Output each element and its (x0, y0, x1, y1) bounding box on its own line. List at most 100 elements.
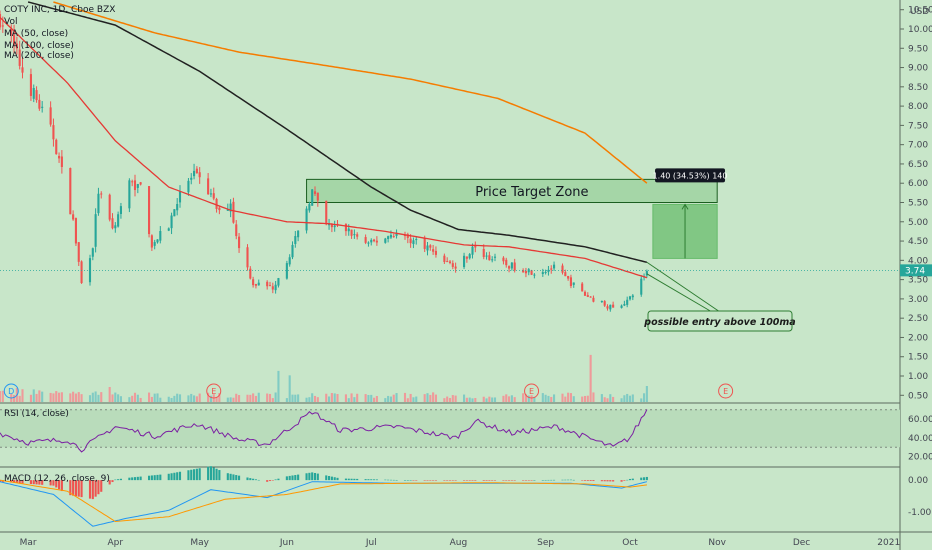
price-tick-label: 9.00 (908, 64, 928, 74)
macd-histogram-bar (600, 480, 603, 482)
macd-histogram-bar (131, 477, 134, 481)
volume-bar (277, 370, 280, 402)
volume-bar (246, 394, 249, 402)
macd-histogram-bar (522, 480, 525, 481)
volume-bar (114, 392, 117, 402)
event-marker-label: E (723, 387, 728, 396)
macd-histogram-bar (72, 480, 75, 496)
volume-bar (553, 394, 556, 402)
volume-bar (108, 387, 111, 402)
price-tick-label: 8.50 (908, 83, 928, 93)
macd-histogram-bar (80, 480, 83, 498)
candle-body (18, 49, 21, 66)
macd-histogram-bar (139, 476, 142, 481)
macd-histogram-bar (29, 480, 32, 484)
candle-body (29, 74, 32, 96)
candle-body (620, 305, 623, 308)
volume-bar (55, 391, 58, 402)
volume-bar (195, 396, 198, 402)
candle-body (97, 193, 100, 214)
macd-histogram-bar (530, 480, 533, 481)
volume-bar (423, 394, 426, 402)
volume-bar (29, 394, 32, 402)
candle-body (150, 235, 153, 248)
volume-bar (645, 386, 648, 402)
macd-histogram-bar (167, 473, 170, 481)
macd-histogram-bar (133, 477, 137, 481)
candle-body (485, 255, 488, 257)
event-marker-label: E (529, 387, 534, 396)
candle-body (173, 209, 176, 217)
macd-histogram-bar (561, 479, 564, 481)
candle-body (49, 107, 52, 125)
callout-line (646, 261, 721, 313)
volume-bar (100, 392, 103, 402)
volume-bar (643, 393, 646, 402)
candle-body (645, 271, 648, 276)
candle-body (491, 259, 494, 261)
macd-histogram-bar (18, 480, 21, 484)
volume-bar (117, 394, 120, 402)
candle-body (60, 156, 63, 167)
price-tick-label: 5.00 (908, 218, 928, 228)
macd-histogram-bar (463, 480, 466, 481)
volume-bar (316, 397, 319, 402)
volume-bar (488, 396, 491, 402)
volume-bar (561, 393, 564, 402)
macd-histogram-bar (55, 480, 58, 488)
macd-histogram-bar (136, 476, 139, 481)
candle-layer (0, 10, 648, 312)
candle-body (209, 193, 212, 195)
volume-bar (524, 394, 527, 402)
target-zone-layer: Price Target Zone 1.40 (34.53%) 140 (306, 168, 727, 259)
volume-bar (609, 394, 612, 402)
macd-histogram-bar (493, 480, 497, 481)
macd-histogram-bar (232, 474, 235, 481)
volume-bar (448, 397, 452, 402)
macd-histogram-bar (609, 480, 612, 482)
macd-legend: MACD (12, 26, close, 9) (4, 474, 110, 484)
candle-body (38, 99, 41, 109)
candle-body (91, 248, 94, 257)
volume-bar (13, 394, 16, 402)
candle-body (10, 28, 13, 35)
candle-body (463, 255, 466, 268)
volume-bar (209, 395, 212, 402)
event-marker (524, 383, 540, 399)
candle-body (448, 261, 452, 263)
macd-histogram-bar (569, 479, 572, 481)
macd-histogram-bar (471, 480, 474, 481)
volume-bar (471, 398, 474, 402)
volume-bar (52, 393, 55, 402)
volume-bar (313, 395, 317, 402)
candle-body (176, 204, 179, 211)
time-tick-label: Mar (20, 538, 37, 548)
candle-body (215, 198, 218, 209)
macd-histogram-bar (195, 468, 198, 481)
volume-bar (238, 395, 241, 402)
volume-bar (60, 392, 63, 402)
volume-legend: Vol (4, 17, 17, 27)
candle-body (294, 236, 297, 244)
volume-bar (0, 391, 2, 402)
macd-histogram-bar (285, 476, 288, 481)
volume-bar (80, 394, 83, 402)
candle-body (474, 245, 477, 248)
volume-bar (294, 394, 297, 402)
candle-body (415, 239, 418, 241)
time-tick-label: 2021 (877, 538, 900, 548)
legend: COTY INC, 1D, Cboe BZX Vol MA (50, close… (4, 5, 929, 484)
macd-histogram-bar (550, 479, 553, 481)
time-tick-label: Jul (365, 538, 377, 548)
candle-body (564, 272, 567, 277)
macd-histogram-bar (415, 480, 418, 481)
macd-histogram-bar (485, 480, 488, 481)
macd-histogram-bar (592, 480, 595, 482)
volume-bar (403, 392, 407, 402)
macd-histogram-bar (207, 466, 210, 481)
price-tick-label: 2.00 (908, 333, 928, 343)
volume-bar (522, 393, 525, 402)
volume-bar (49, 392, 52, 402)
volume-bar (508, 396, 511, 402)
